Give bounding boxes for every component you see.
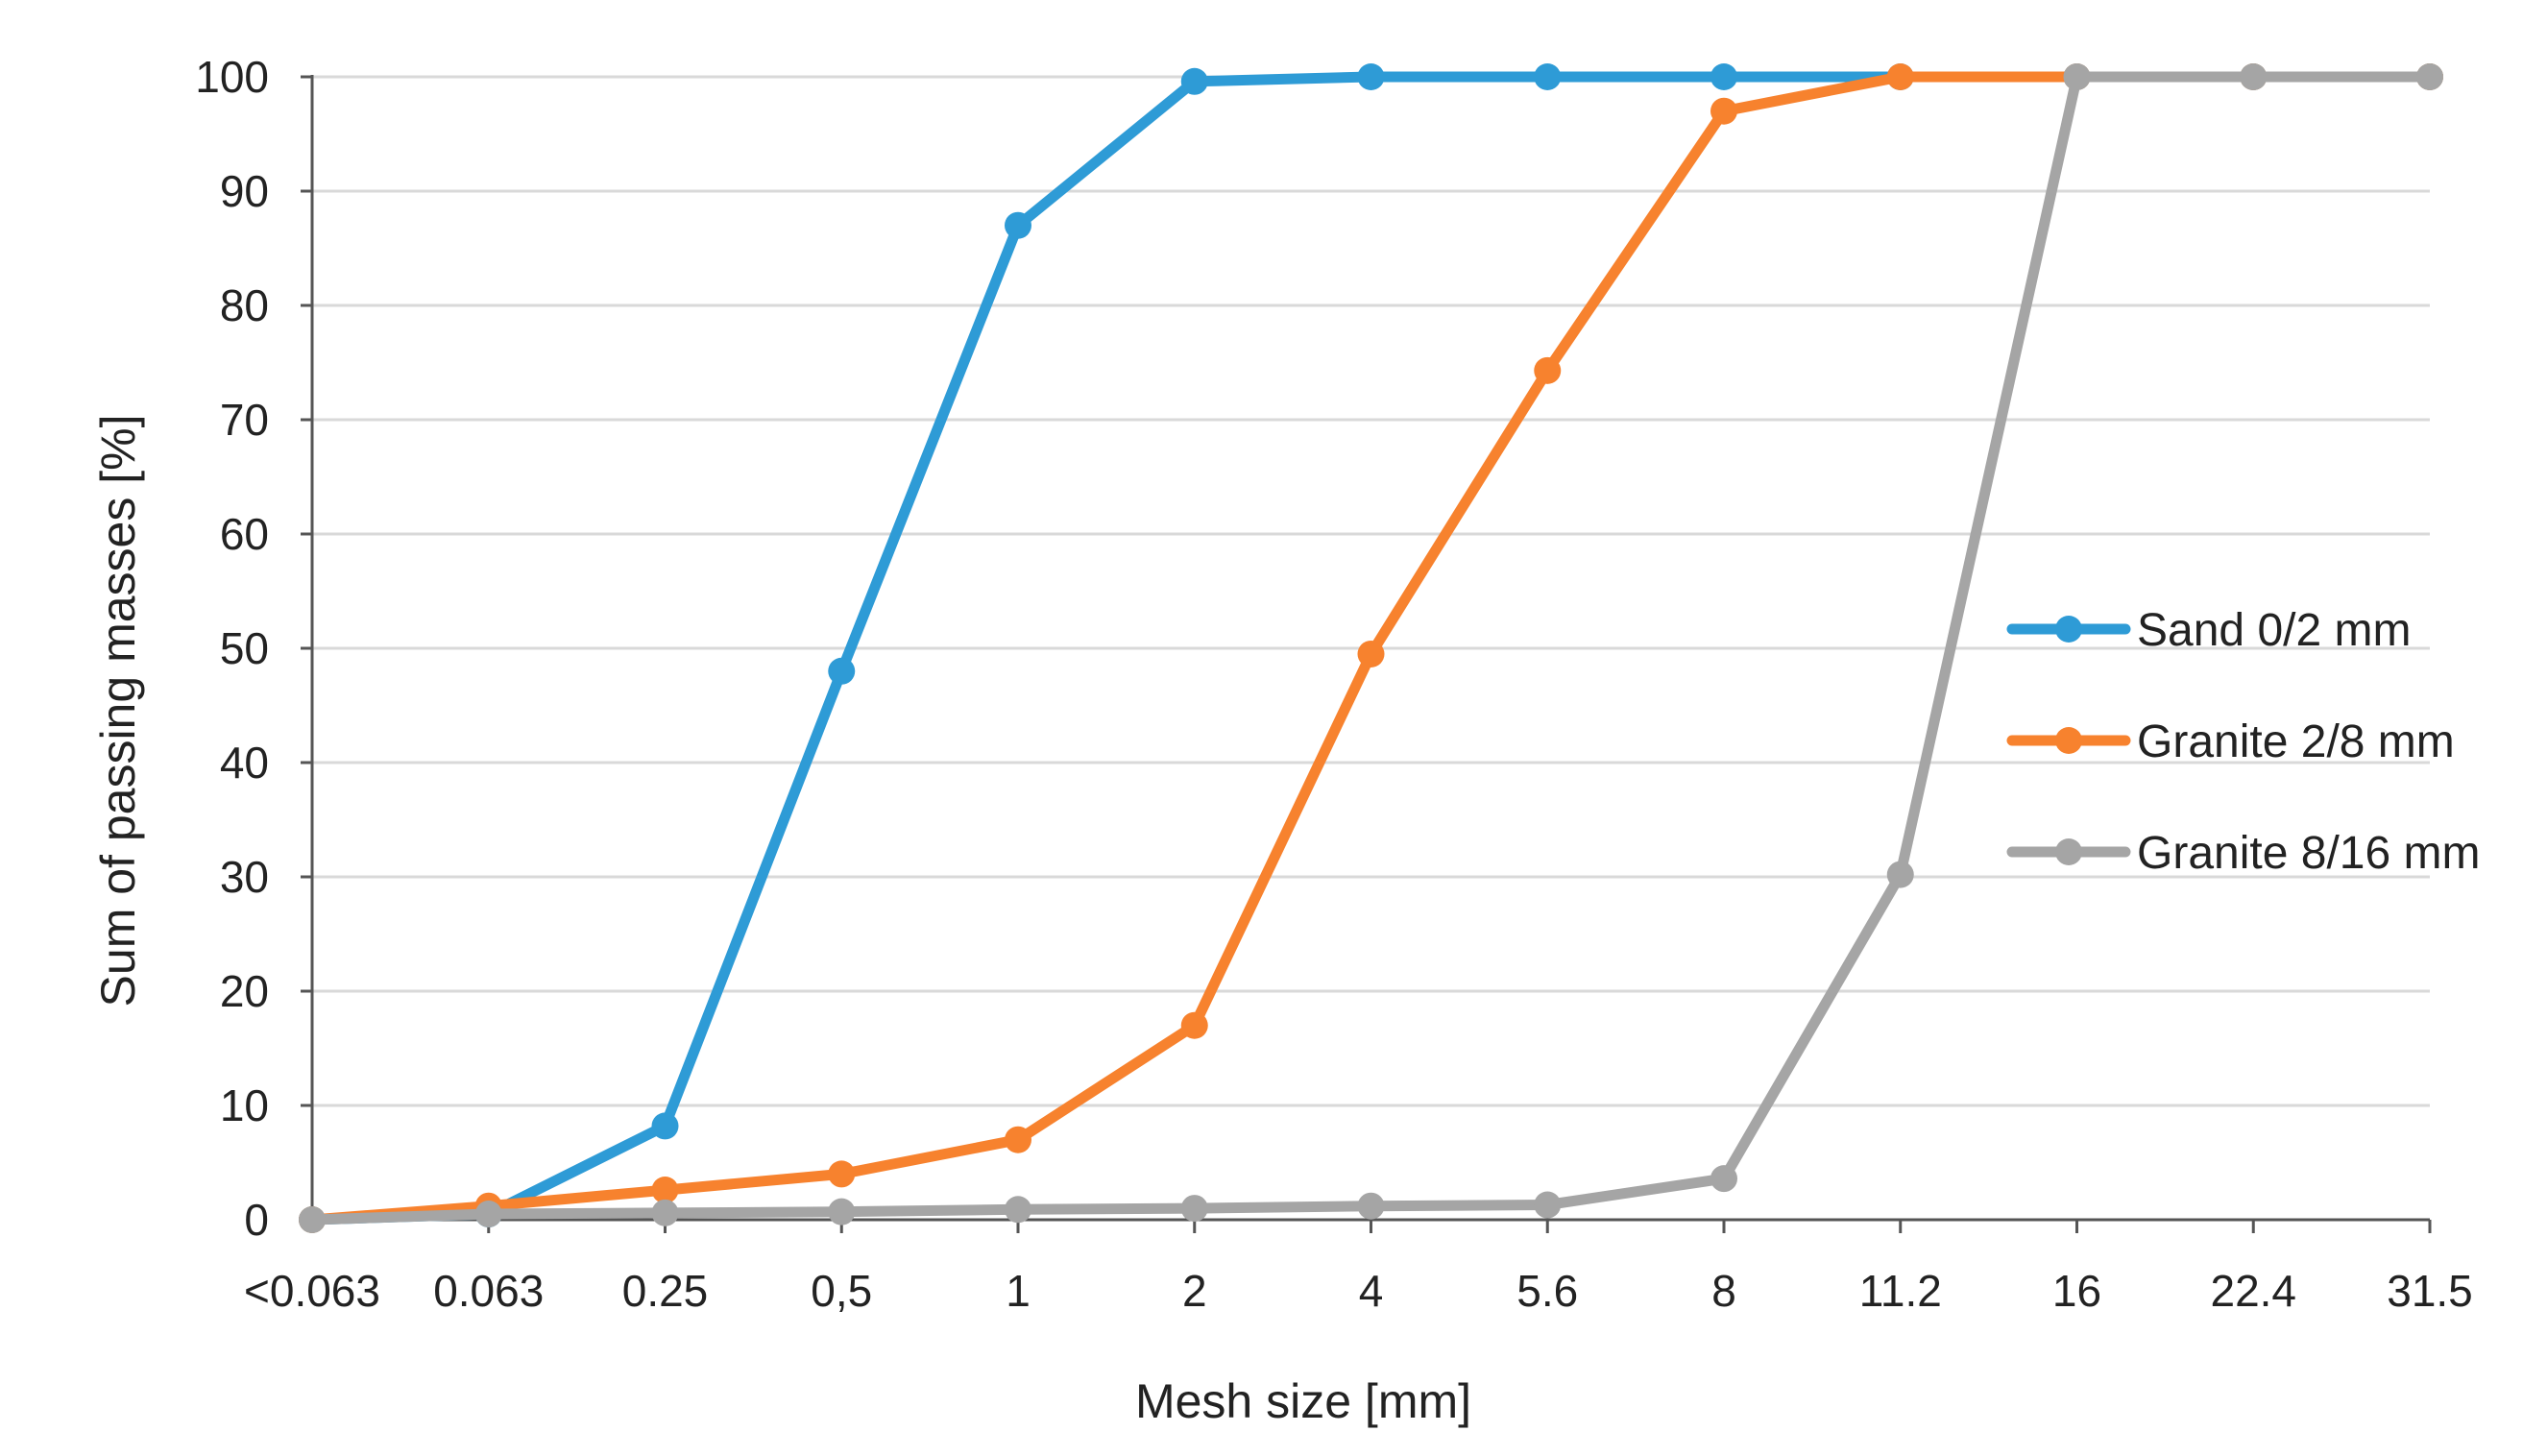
- data-point-s0-7: [1534, 63, 1562, 90]
- data-point-s2-0: [299, 1206, 326, 1233]
- data-point-s0-4: [1005, 211, 1031, 239]
- y-tick-label-90: 90: [220, 166, 269, 216]
- data-point-s2-8: [1710, 1165, 1737, 1193]
- series-2: [299, 63, 2443, 1233]
- x-tick-label-7: 5.6: [1516, 1266, 1578, 1316]
- x-tick-label-5: 2: [1182, 1266, 1207, 1316]
- data-point-s2-11: [2240, 63, 2268, 90]
- y-tick-label-60: 60: [220, 509, 269, 559]
- x-tick-label-4: 1: [1006, 1266, 1031, 1316]
- x-axis-title: Mesh size [mm]: [1135, 1374, 1471, 1428]
- legend-label-1: Granite 2/8 mm: [2137, 716, 2455, 767]
- data-point-s1-3: [828, 1160, 856, 1188]
- x-tick-label-11: 22.4: [2210, 1266, 2296, 1316]
- x-tick-label-0: <0.063: [244, 1266, 380, 1316]
- x-tick-label-2: 0.25: [622, 1266, 709, 1316]
- y-tick-label-40: 40: [220, 738, 269, 788]
- series-lines: [299, 63, 2443, 1233]
- data-point-s2-4: [1005, 1196, 1031, 1224]
- data-point-s1-2: [651, 1177, 679, 1204]
- data-point-s1-7: [1534, 356, 1562, 384]
- data-point-s2-9: [1886, 861, 1914, 888]
- y-tick-label-20: 20: [220, 966, 269, 1016]
- x-tick-label-6: 4: [1359, 1266, 1384, 1316]
- y-tick-label-80: 80: [220, 280, 269, 330]
- data-point-s2-12: [2416, 63, 2443, 90]
- y-tick-label-10: 10: [220, 1080, 269, 1130]
- x-tick-label-3: 0,5: [811, 1266, 872, 1316]
- legend-marker-1: [2055, 727, 2082, 754]
- legend-item-1: Granite 2/8 mm: [2006, 716, 2455, 767]
- x-tick-label-9: 11.2: [1859, 1266, 1942, 1316]
- data-point-s1-8: [1710, 97, 1737, 125]
- data-point-s2-3: [828, 1198, 856, 1225]
- legend-label-2: Granite 8/16 mm: [2137, 828, 2480, 879]
- data-point-s2-6: [1357, 1192, 1385, 1220]
- y-tick-label-50: 50: [220, 623, 269, 673]
- y-tick-label-100: 100: [195, 52, 269, 102]
- data-point-s2-2: [651, 1199, 679, 1226]
- legend-label-0: Sand 0/2 mm: [2137, 605, 2411, 656]
- data-point-s0-5: [1180, 67, 1208, 95]
- data-point-s2-10: [2063, 63, 2091, 90]
- y-tick-label-30: 30: [220, 852, 269, 902]
- legend-marker-0: [2055, 616, 2082, 643]
- legend-item-2: Granite 8/16 mm: [2006, 828, 2480, 879]
- data-point-s0-2: [651, 1112, 679, 1140]
- x-tick-label-12: 31.5: [2387, 1266, 2473, 1316]
- y-tick-label-70: 70: [220, 395, 269, 445]
- x-tick-labels: <0.063 0.063 0.25 0,5 1 2 4 5.6 8 11.2 16 22.4 31.5: [244, 1266, 2473, 1316]
- legend: Sand 0/2 mm Granite 2/8 mm Granite 8/16 mm: [2006, 605, 2480, 879]
- legend-item-0: Sand 0/2 mm: [2006, 605, 2411, 656]
- y-tick-labels: 0 10 20 30 40 50 60 70 80 90 100: [195, 52, 269, 1245]
- data-point-s0-6: [1357, 63, 1385, 90]
- x-tick-label-1: 0.063: [433, 1266, 544, 1316]
- data-point-s2-1: [474, 1201, 502, 1228]
- gridlines: [312, 75, 2430, 1107]
- y-axis-title: Sum of passing masses [%]: [91, 415, 145, 1007]
- data-point-s1-6: [1357, 640, 1385, 667]
- data-point-s1-4: [1005, 1126, 1031, 1153]
- x-tick-label-10: 16: [2052, 1266, 2101, 1316]
- data-point-s2-5: [1180, 1195, 1208, 1223]
- data-point-s1-9: [1886, 63, 1914, 90]
- data-point-s0-8: [1710, 63, 1737, 90]
- legend-marker-2: [2055, 838, 2082, 865]
- data-point-s2-7: [1534, 1191, 1562, 1219]
- data-point-s1-5: [1180, 1011, 1208, 1039]
- data-point-s0-3: [828, 657, 856, 685]
- x-tick-label-8: 8: [1711, 1266, 1736, 1316]
- y-tick-label-0: 0: [244, 1195, 269, 1245]
